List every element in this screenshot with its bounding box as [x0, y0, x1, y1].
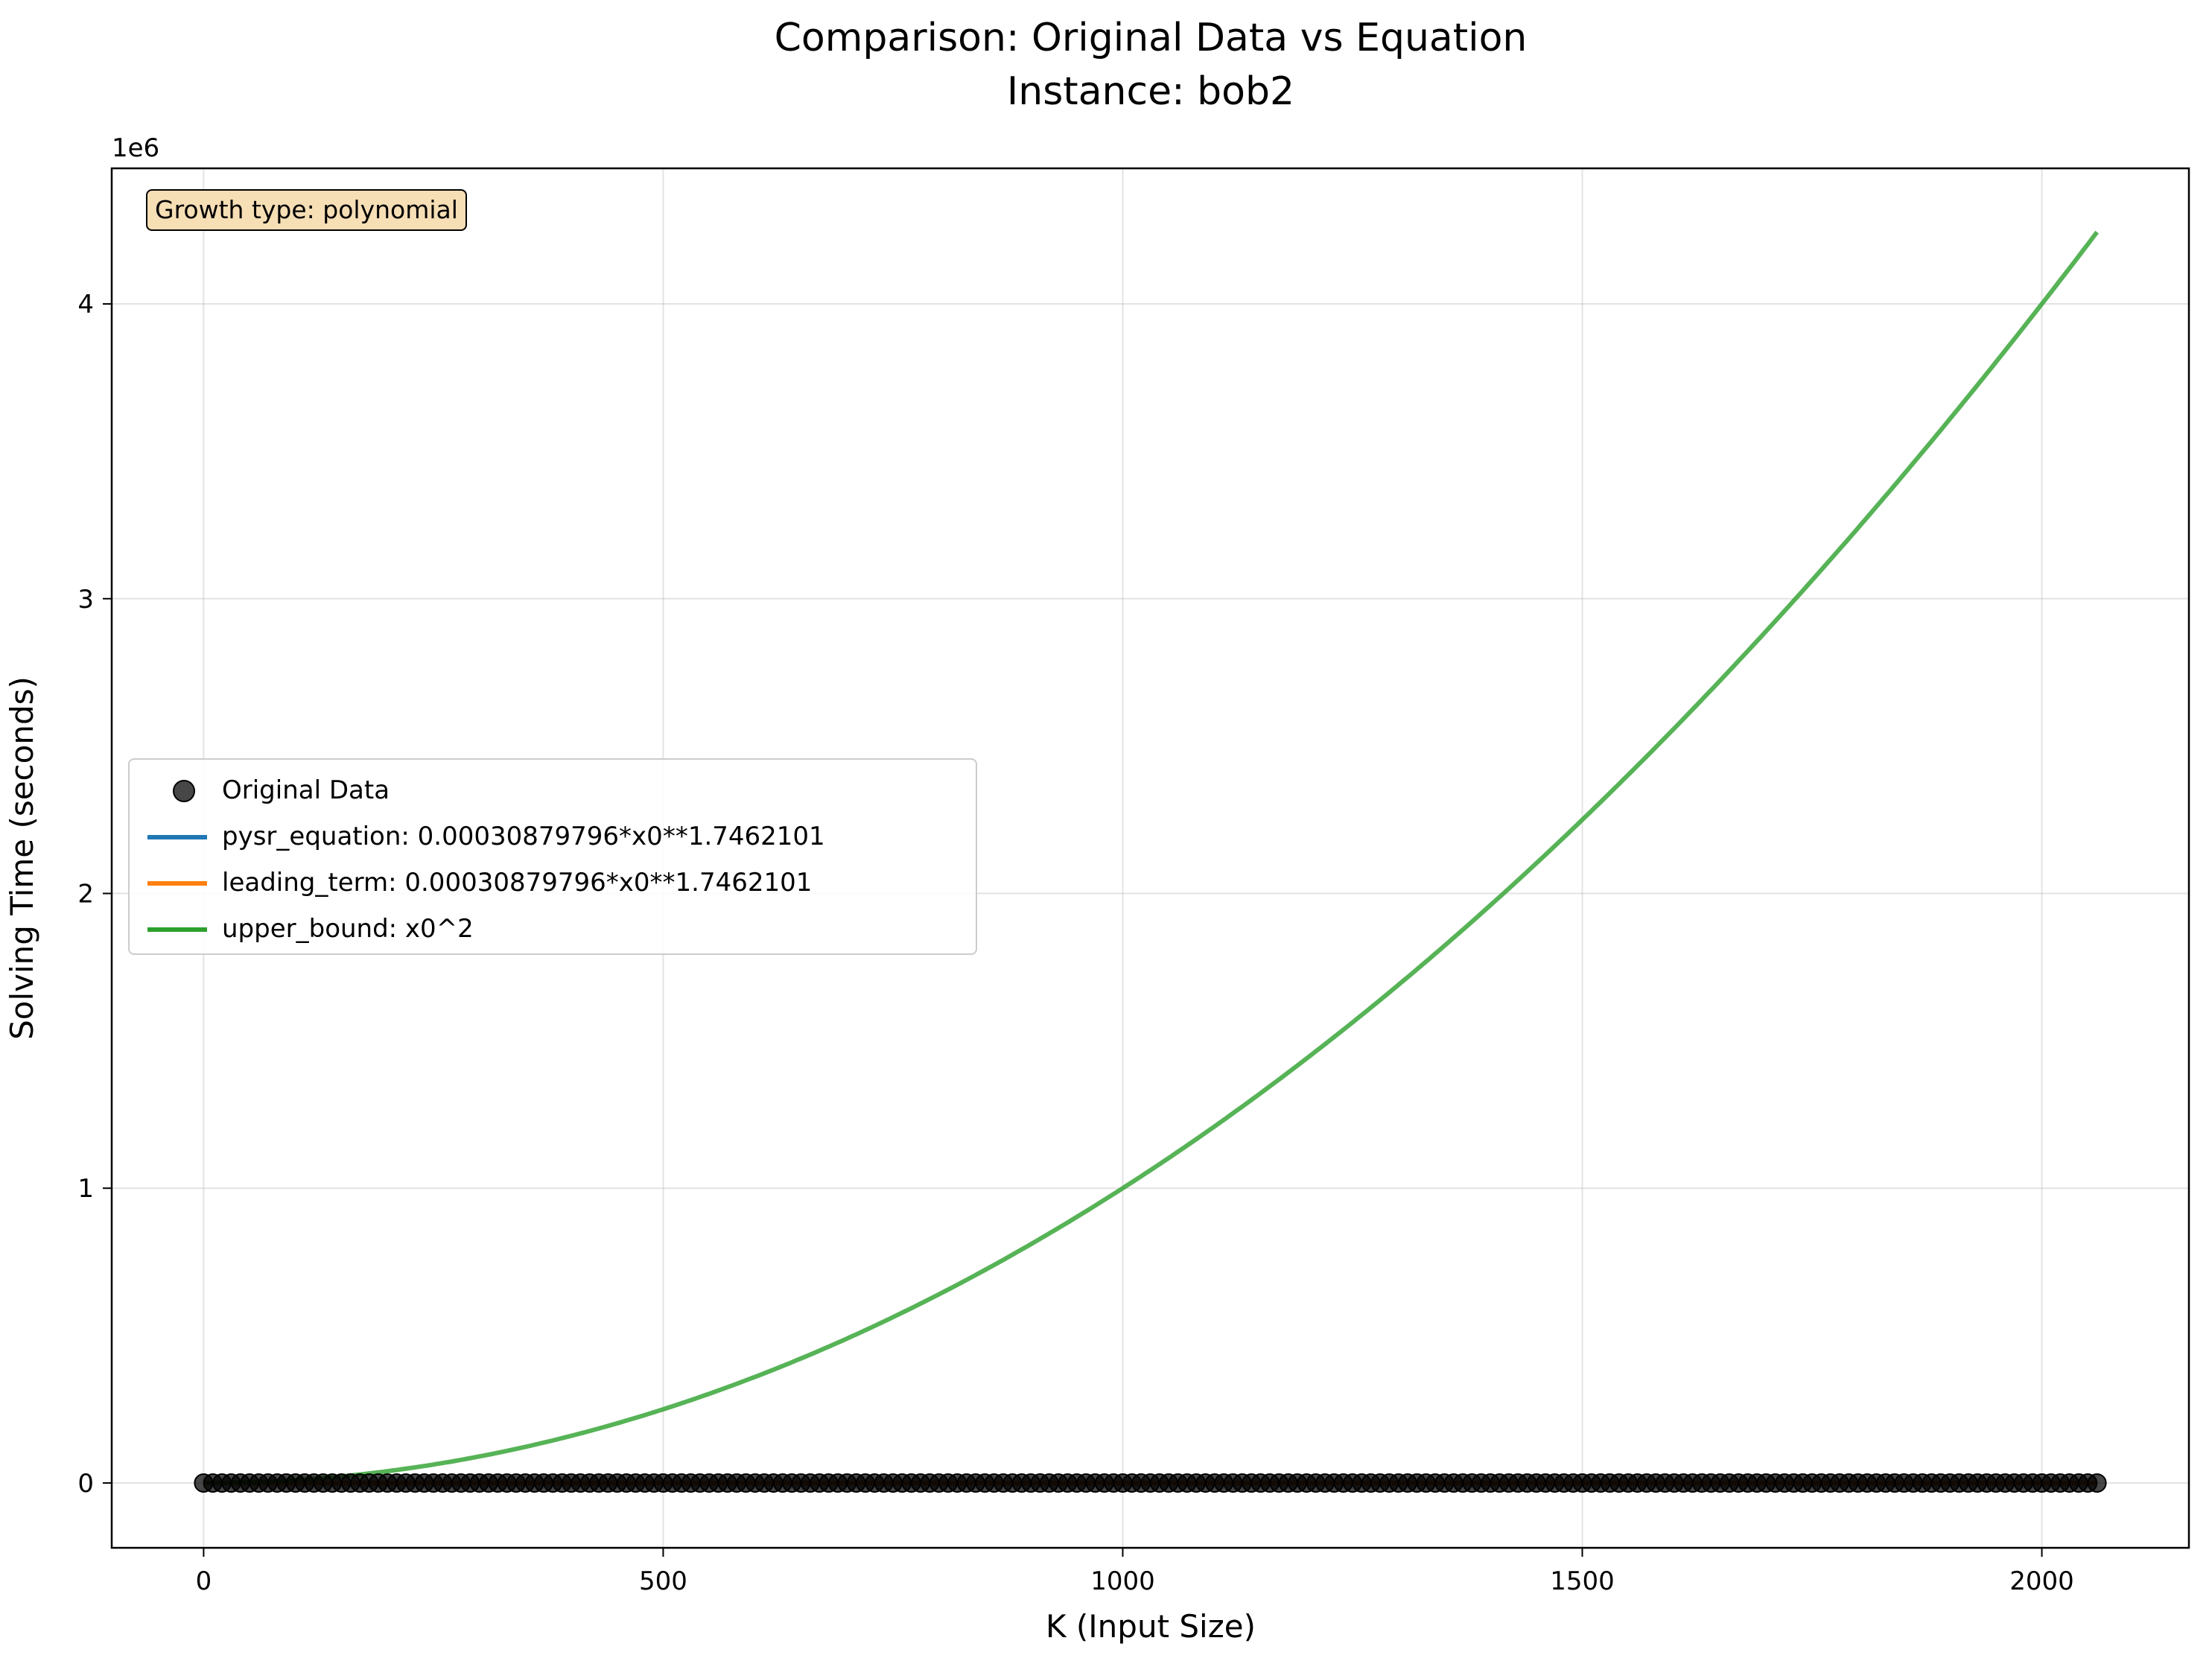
x-axis-label: K (Input Size)	[1046, 1608, 1256, 1645]
y-tick-label: 0	[77, 1469, 94, 1499]
y-tick-label: 3	[77, 585, 94, 615]
y-tick-label: 4	[77, 290, 94, 320]
series-line-upper-bound	[203, 230, 2099, 1485]
chart-title: Comparison: Original Data vs Equation	[775, 16, 1528, 60]
legend-line-leading-term	[140, 868, 222, 898]
series-layer	[194, 230, 2107, 1493]
legend-entry-leading-term: leading_term: 0.00030879796*x0**1.746210…	[140, 860, 976, 906]
legend-line-upper-bound	[140, 914, 222, 944]
legend-label-original-data: Original Data	[222, 775, 390, 805]
x-tick-label: 1500	[1550, 1566, 1615, 1596]
data-point	[2087, 1473, 2107, 1493]
legend-marker-original-data	[140, 775, 222, 805]
legend-label-pysr-equation: pysr_equation: 0.00030879796*x0**1.74621…	[222, 822, 825, 851]
legend: Original Data pysr_equation: 0.000308797…	[128, 758, 977, 955]
x-tick-label: 500	[639, 1566, 687, 1596]
x-tick-label: 1000	[1090, 1566, 1155, 1596]
y-tick-label: 1	[77, 1174, 94, 1204]
y-tick-label: 2	[77, 879, 94, 909]
growth-type-annotation: Growth type: polynomial	[146, 189, 467, 231]
legend-entry-upper-bound: upper_bound: x0^2	[140, 906, 976, 952]
plot-frame	[110, 167, 2190, 1549]
legend-entry-pysr-equation: pysr_equation: 0.00030879796*x0**1.74621…	[140, 813, 976, 860]
x-tick-label: 0	[196, 1566, 212, 1596]
legend-label-leading-term: leading_term: 0.00030879796*x0**1.746210…	[222, 868, 813, 898]
x-tick-label: 2000	[2009, 1566, 2074, 1596]
legend-entry-original-data: Original Data	[140, 767, 976, 813]
y-axis-label: Solving Time (seconds)	[4, 676, 40, 1040]
legend-line-pysr-equation	[140, 822, 222, 851]
chart-subtitle: Instance: bob2	[1007, 69, 1294, 114]
y-axis-multiplier: 1e6	[112, 133, 159, 163]
legend-label-upper-bound: upper_bound: x0^2	[222, 914, 474, 944]
axis-ticks: 0 500 1000 1500 2000 0 1 2 3 4	[77, 290, 2073, 1596]
